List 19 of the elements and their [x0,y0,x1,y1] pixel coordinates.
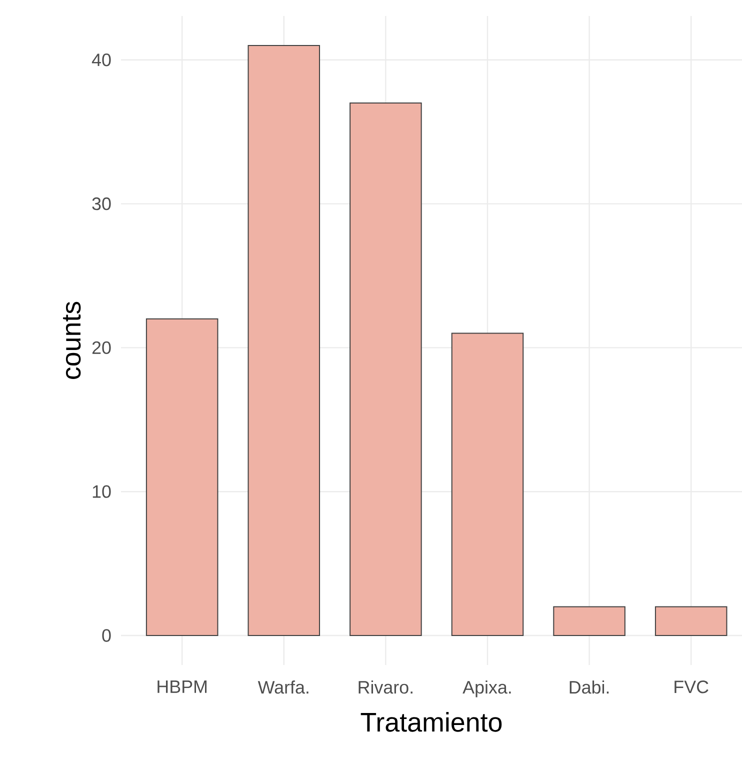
y-tick-label: 0 [102,629,111,642]
bar [248,44,320,636]
bar [654,606,728,636]
y-tick-label: 40 [92,54,111,66]
x-tick-label: Rivaro. [358,680,412,694]
y-tick-label: 30 [92,197,111,210]
y-tick-label: 10 [92,485,111,498]
x-tick-label: FVC [674,680,708,694]
bar [350,102,422,636]
x-tick-label: Apixa. [462,680,511,698]
x-axis-title: Tratamiento [360,712,502,732]
x-tick-label: HBPM [158,680,207,693]
y-tick-label: 20 [92,341,111,354]
bar [553,606,626,636]
x-tick-label: Dabi. [570,680,609,694]
x-tick-label: Warfa. [258,680,308,694]
bar [146,318,218,636]
bar [451,332,524,636]
y-axis-title: counts [63,302,81,379]
